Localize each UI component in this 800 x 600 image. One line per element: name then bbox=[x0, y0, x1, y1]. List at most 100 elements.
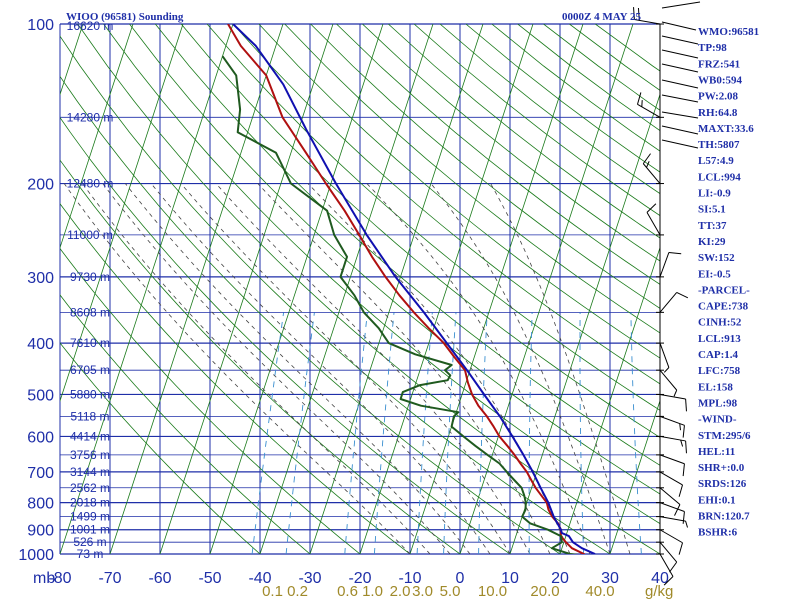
indices-leader-line bbox=[661, 35, 699, 45]
temperature-tick-label: -20 bbox=[348, 570, 371, 587]
index-value: L57:4.9 bbox=[698, 155, 734, 167]
height-label: 526 m bbox=[73, 535, 106, 549]
mixing-ratio-line bbox=[579, 312, 585, 554]
wind-barb bbox=[659, 487, 681, 505]
pressure-tick-label: 200 bbox=[27, 177, 54, 194]
temperature-tick-label: -40 bbox=[248, 570, 271, 587]
wind-barb-flag bbox=[673, 389, 678, 397]
parcel-line bbox=[232, 24, 596, 554]
index-value: WB0:594 bbox=[698, 74, 743, 86]
index-value: -WIND- bbox=[698, 414, 737, 426]
wind-barb bbox=[659, 502, 685, 513]
wind-barbs bbox=[633, 7, 689, 586]
dry-adiabat-line bbox=[60, 342, 261, 554]
index-value: STM:295/6 bbox=[698, 430, 751, 442]
indices-leader-line bbox=[661, 1, 701, 9]
index-value: CINH:52 bbox=[698, 317, 742, 329]
temperature-tick-label: -60 bbox=[148, 570, 171, 587]
wind-barb bbox=[659, 393, 686, 400]
height-label: 8608 m bbox=[70, 305, 110, 319]
isotherm-line bbox=[509, 93, 660, 554]
pressure-tick-label: 500 bbox=[27, 387, 54, 404]
mixing-ratio-tick-label: 0.2 bbox=[287, 583, 308, 600]
index-value: SW:152 bbox=[698, 252, 735, 264]
dry-adiabat-line bbox=[310, 24, 660, 309]
dry-adiabat-line bbox=[60, 116, 511, 554]
temperature-tick-label: -80 bbox=[48, 570, 71, 587]
mixing-ratio-tick-label: 10.0 bbox=[478, 583, 507, 600]
wind-barb-flag bbox=[637, 7, 640, 21]
pressure-tick-label: 900 bbox=[27, 523, 54, 540]
index-value: CAPE:738 bbox=[698, 301, 749, 313]
wind-barb bbox=[634, 18, 661, 25]
moist-adiabat-line bbox=[180, 183, 511, 554]
isotherm-line bbox=[209, 24, 384, 554]
index-value: TT:37 bbox=[698, 220, 727, 232]
dry-adiabat-line bbox=[284, 24, 660, 334]
index-value: -PARCEL- bbox=[698, 284, 750, 296]
temperature-tick-label: 40 bbox=[651, 570, 669, 587]
indices-leader-line bbox=[661, 94, 699, 103]
dry-adiabat-line bbox=[362, 24, 660, 262]
index-value: CAP:1.4 bbox=[698, 349, 739, 361]
mixing-ratio-line bbox=[373, 312, 395, 554]
series-layer bbox=[221, 24, 596, 554]
temperature-tick-label: 10 bbox=[501, 570, 519, 587]
mixing-ratio-line bbox=[528, 312, 533, 554]
dry-adiabat-line bbox=[388, 24, 660, 239]
mixing-ratio-line bbox=[443, 312, 457, 554]
dry-adiabat-line bbox=[60, 203, 411, 554]
height-label: 73 m bbox=[77, 547, 104, 561]
pressure-tick-label: 400 bbox=[27, 336, 54, 353]
isotherm-line bbox=[259, 24, 434, 554]
isotherm-line bbox=[559, 246, 660, 554]
height-label: 3756 m bbox=[70, 448, 110, 462]
temperature-tick-label: -30 bbox=[298, 570, 321, 587]
wind-barb-flag bbox=[663, 367, 670, 373]
index-value: EI:-0.5 bbox=[698, 268, 731, 280]
wind-barb bbox=[659, 369, 678, 391]
indices-leader-line bbox=[661, 139, 699, 149]
index-value: SHR+:0.0 bbox=[698, 462, 745, 474]
height-label: 12480 m bbox=[67, 177, 114, 191]
wind-barb-flag bbox=[678, 542, 683, 555]
indices-leader-line bbox=[661, 49, 699, 59]
mixing-ratio-tick-label: 3.0 bbox=[412, 583, 433, 600]
wind-barb-flag bbox=[676, 291, 689, 299]
mixing-ratio-line bbox=[344, 312, 368, 554]
dry-adiabat-line bbox=[60, 247, 361, 554]
wind-barb bbox=[642, 163, 661, 184]
wind-barb-flag bbox=[646, 161, 650, 168]
pressure-tick-label: 700 bbox=[27, 465, 54, 482]
wind-barb-flag bbox=[682, 425, 685, 438]
isotherm-line bbox=[359, 24, 534, 554]
pressure-tick-label: 800 bbox=[27, 496, 54, 513]
mixing-ratio-tick-label: 2.0 bbox=[390, 583, 411, 600]
wind-barb bbox=[659, 529, 683, 544]
wind-barb bbox=[659, 292, 678, 313]
wind-barb-flag bbox=[646, 203, 657, 213]
index-value: PW:2.08 bbox=[698, 91, 739, 103]
moist-adiabat-line bbox=[430, 183, 611, 554]
pressure-tick-label: 600 bbox=[27, 429, 54, 446]
temperature-tick-label: -50 bbox=[198, 570, 221, 587]
moist-adiabat-line bbox=[150, 183, 491, 554]
height-label: 6705 m bbox=[70, 363, 110, 377]
wind-barb-flag bbox=[685, 440, 687, 454]
index-value: LFC:758 bbox=[698, 365, 741, 377]
dry-adiabat-line bbox=[206, 24, 660, 411]
wind-barb-flag bbox=[685, 398, 687, 412]
height-label: 3144 m bbox=[70, 465, 110, 479]
index-value: WMO:96581 bbox=[698, 26, 759, 38]
wind-barb-flag bbox=[668, 251, 682, 255]
wind-barb-flag bbox=[637, 92, 642, 105]
wind-barb-flag bbox=[663, 576, 674, 586]
height-label: 5880 m bbox=[70, 387, 110, 401]
height-label: 2562 m bbox=[70, 481, 110, 495]
dry-adiabat-line bbox=[154, 24, 660, 466]
index-value: FRZ:541 bbox=[698, 58, 740, 70]
isotherm-line bbox=[409, 24, 584, 554]
moist-adiabat-line bbox=[63, 183, 411, 554]
